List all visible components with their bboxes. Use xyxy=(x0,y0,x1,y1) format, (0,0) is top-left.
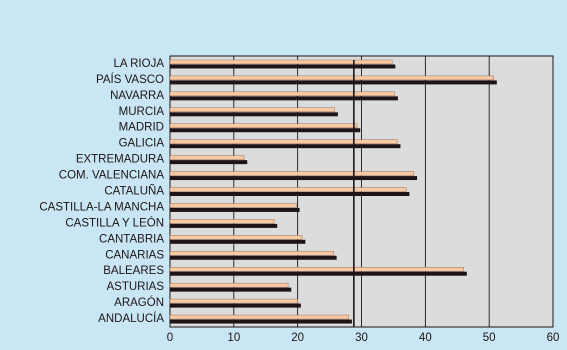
bar xyxy=(170,128,361,133)
bar xyxy=(169,267,464,272)
bar xyxy=(169,314,349,320)
bar xyxy=(169,75,494,81)
category-label: CANARIAS xyxy=(105,249,164,261)
bar xyxy=(169,107,335,112)
bar xyxy=(169,282,289,288)
bar xyxy=(170,192,410,196)
category-label: ANDALUCÍA xyxy=(98,312,164,325)
bar xyxy=(169,251,334,256)
category-label: GALICIA xyxy=(119,138,165,150)
bar xyxy=(169,235,303,240)
x-tick-label: 10 xyxy=(227,332,240,344)
category-label: ARAGÓN xyxy=(114,296,164,309)
bar xyxy=(170,176,418,181)
x-tick-label: 20 xyxy=(291,332,304,344)
bar xyxy=(169,219,275,224)
bar xyxy=(170,303,301,308)
bar xyxy=(169,203,297,208)
x-tick-label: 60 xyxy=(547,332,560,344)
category-label: CATALUÑA xyxy=(104,185,164,198)
category-label: MADRID xyxy=(119,122,164,134)
bar xyxy=(170,64,396,69)
category-label: CASTILLA-LA MANCHA xyxy=(39,201,164,213)
bar xyxy=(169,123,358,128)
category-label: CASTILLA Y LEÓN xyxy=(65,216,164,229)
bars xyxy=(169,59,497,324)
bar xyxy=(170,144,401,149)
bar xyxy=(170,160,248,165)
category-label: EXTREMADURA xyxy=(76,154,165,166)
category-label: PAÍS VASCO xyxy=(96,73,164,86)
bar xyxy=(169,139,398,144)
bar xyxy=(170,239,306,244)
x-tick-label: 0 xyxy=(167,332,173,344)
bar xyxy=(170,112,338,117)
bar xyxy=(169,59,393,65)
bar xyxy=(170,223,278,228)
category-label: ASTURIAS xyxy=(106,281,164,293)
x-tick-labels: 0 10 20 30 40 50 60 xyxy=(167,332,560,344)
bar xyxy=(169,91,395,97)
bar xyxy=(169,298,298,304)
category-label: LA RIOJA xyxy=(114,58,165,70)
x-tick-label: 50 xyxy=(483,332,496,344)
category-label: MURCIA xyxy=(119,106,165,118)
bar xyxy=(170,319,352,324)
category-label: COM. VALENCIANA xyxy=(59,170,165,182)
bar xyxy=(170,80,497,85)
x-tick-label: 40 xyxy=(419,332,432,344)
bar xyxy=(170,287,292,292)
category-labels: LA RIOJA PAÍS VASCO NAVARRA MURCIA MADRID GAL… xyxy=(39,58,164,325)
bar xyxy=(169,155,245,160)
x-tick-label: 30 xyxy=(355,332,368,344)
bar xyxy=(170,255,337,260)
category-label: CANTABRIA xyxy=(99,233,164,245)
category-label: BALEARES xyxy=(103,265,164,277)
category-label: NAVARRA xyxy=(110,90,164,102)
bar xyxy=(170,96,398,101)
bar xyxy=(169,187,407,192)
bar xyxy=(170,271,467,276)
bar xyxy=(170,207,300,212)
bar xyxy=(169,171,415,176)
